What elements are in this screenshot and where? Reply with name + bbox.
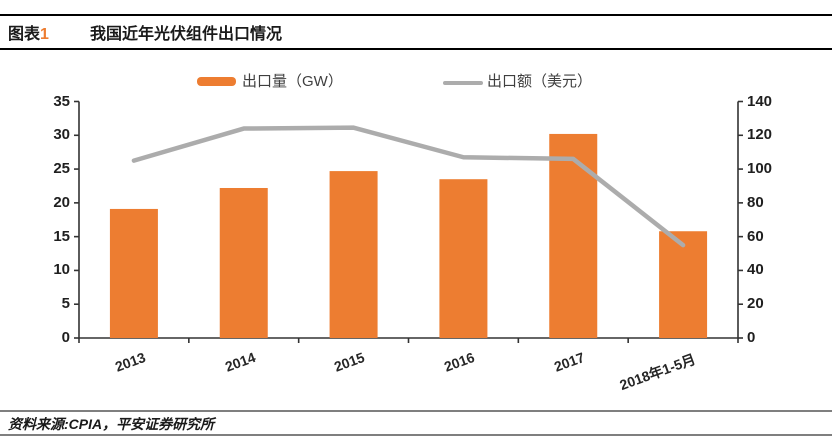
left-axis-tick-label: 0 <box>61 329 70 346</box>
right-axis-tick-label: 80 <box>747 193 764 211</box>
left-axis-tick-label: 15 <box>53 227 70 245</box>
figure-number: 1 <box>40 26 49 43</box>
bar-2014 <box>219 187 268 338</box>
bar-2013 <box>109 208 158 338</box>
footer-rule-top <box>0 410 832 412</box>
header-rule <box>0 48 832 50</box>
right-axis-tick-label: 20 <box>747 295 764 313</box>
legend-line-swatch <box>443 81 483 85</box>
legend-label-export-volume: 出口量（GW） <box>242 73 343 90</box>
footer-rule-bottom <box>0 434 832 436</box>
bar-2018年1-5月 <box>659 231 708 338</box>
right-axis-tick-label: 0 <box>747 329 756 346</box>
right-axis-tick-label: 120 <box>747 126 773 144</box>
axis-frame <box>78 101 739 339</box>
legend-label-export-value: 出口额（美元） <box>487 73 593 90</box>
left-axis-tick-label: 10 <box>53 261 70 279</box>
figure-label-text: 图表 <box>8 26 41 43</box>
right-axis-tick-label: 100 <box>747 160 773 178</box>
bar-2017 <box>549 133 598 338</box>
source-note: 资料来源:CPIA，平安证券研究所 <box>8 416 215 432</box>
right-axis-tick-label: 140 <box>747 92 773 110</box>
left-axis-tick-label: 25 <box>53 160 70 178</box>
left-axis-tick-label: 30 <box>53 126 70 144</box>
chart-title: 我国近年光伏组件出口情况 <box>90 26 283 43</box>
figure-label: 图表1 <box>8 20 49 44</box>
left-axis-tick-label: 5 <box>61 295 70 313</box>
left-axis-tick-label: 20 <box>53 193 70 211</box>
right-axis-tick-label: 40 <box>747 261 764 279</box>
bar-2016 <box>439 179 488 338</box>
legend-bar-swatch <box>197 77 236 86</box>
top-rule <box>0 14 832 16</box>
line-series-export-value <box>131 125 686 248</box>
left-axis-tick-label: 35 <box>53 92 70 110</box>
right-axis-tick-label: 60 <box>747 227 764 245</box>
bar-2015 <box>329 171 378 338</box>
